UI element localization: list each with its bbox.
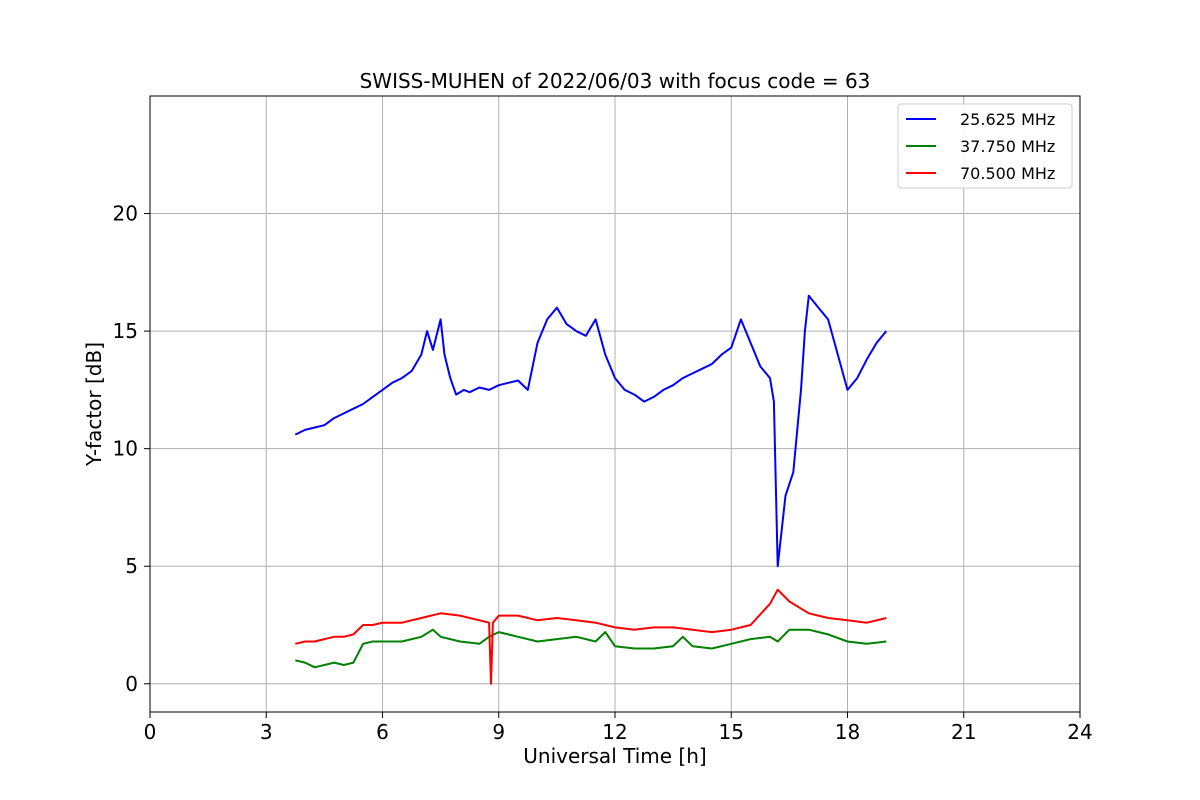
x-tick-label: 24 — [1067, 720, 1092, 744]
legend-box — [897, 103, 1073, 189]
legend: 25.625 MHz 37.750 MHz 70.500 MHz — [897, 103, 1073, 189]
x-axis-label: Universal Time [h] — [523, 744, 706, 768]
legend-label: 37.750 MHz — [960, 137, 1055, 156]
x-tick-label: 15 — [719, 720, 744, 744]
legend-label: 25.625 MHz — [960, 110, 1055, 129]
x-tick-label: 12 — [602, 720, 627, 744]
x-tick-label: 21 — [951, 720, 976, 744]
chart-title: SWISS-MUHEN of 2022/06/03 with focus cod… — [360, 69, 871, 93]
legend-label: 70.500 MHz — [960, 164, 1055, 183]
y-tick-label: 15 — [113, 319, 138, 343]
series-line-3 — [295, 588, 887, 685]
series-layer — [294, 294, 888, 685]
x-tick-label: 18 — [835, 720, 860, 744]
x-tick-label: 6 — [376, 720, 389, 744]
y-tick-label: 10 — [113, 437, 138, 461]
x-tick-label: 0 — [144, 720, 157, 744]
ticks: 0 3 6 9 12 15 18 21 24 0 5 10 15 20 — [113, 202, 1093, 744]
y-tick-label: 5 — [125, 554, 138, 578]
grid — [149, 96, 1081, 712]
series-line-2 — [295, 628, 887, 669]
series-line-1 — [294, 294, 888, 568]
y-axis-label: Y-factor [dB] — [82, 342, 106, 467]
x-tick-label: 9 — [492, 720, 505, 744]
x-tick-label: 3 — [260, 720, 273, 744]
y-tick-label: 0 — [125, 672, 138, 696]
y-tick-label: 20 — [113, 202, 138, 226]
